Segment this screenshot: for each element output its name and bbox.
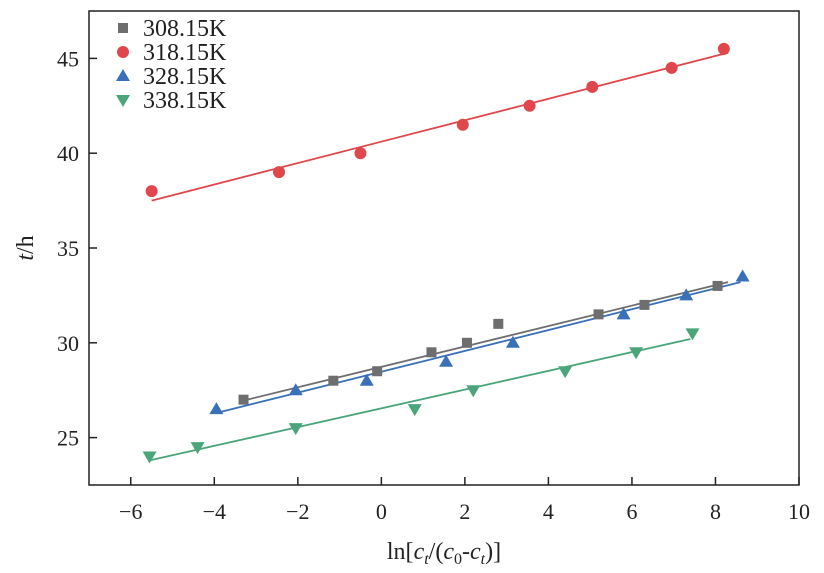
legend-marker xyxy=(116,95,130,107)
x-tick-label: 2 xyxy=(459,499,470,524)
data-point-328-15k xyxy=(359,373,374,386)
data-point-318-15k xyxy=(717,42,730,55)
x-tick-label: −2 xyxy=(286,499,309,524)
data-point-318-15k xyxy=(456,118,469,131)
data-point-328-15k xyxy=(439,354,454,367)
fit-line-338-15k xyxy=(149,338,691,462)
data-point-318-15k xyxy=(586,80,599,93)
data-point-308-15k xyxy=(493,318,504,329)
data-point-318-15k xyxy=(523,99,536,112)
data-point-308-15k xyxy=(238,394,249,405)
data-point-308-15k xyxy=(328,375,339,386)
data-point-338-15k xyxy=(288,423,303,436)
data-point-318-15k xyxy=(665,61,678,74)
x-tick-label: −4 xyxy=(203,499,226,524)
data-point-308-15k xyxy=(372,366,383,377)
legend-marker xyxy=(116,69,130,81)
data-point-338-15k xyxy=(190,442,205,455)
data-point-328-15k xyxy=(505,335,520,348)
legend-label: 338.15K xyxy=(143,88,227,114)
data-point-308-15k xyxy=(639,299,650,310)
fit-line-328-15k xyxy=(216,281,741,414)
data-point-308-15k xyxy=(461,337,472,348)
y-axis: 25 30 35 40 45 xyxy=(57,46,97,451)
data-point-328-15k xyxy=(209,402,224,415)
fit-lines xyxy=(149,51,741,462)
x-tick-label: 8 xyxy=(710,499,721,524)
data-point-328-15k xyxy=(679,288,694,301)
data-point-318-15k xyxy=(273,166,286,179)
x-tick-label: 4 xyxy=(543,499,554,524)
x-axis: −6 −4 −2 0 2 4 6 8 10 xyxy=(119,477,810,524)
data-point-338-15k xyxy=(142,451,157,464)
legend-marker xyxy=(118,23,128,33)
y-tick-label: 40 xyxy=(57,141,79,166)
data-point-308-15k xyxy=(593,309,604,320)
data-point-328-15k xyxy=(616,307,631,320)
fit-line-318-15k xyxy=(151,51,729,202)
data-point-338-15k xyxy=(629,347,644,360)
data-point-338-15k xyxy=(407,404,422,417)
x-tick-label: 6 xyxy=(626,499,637,524)
data-point-308-15k xyxy=(426,347,437,358)
data-point-318-15k xyxy=(145,185,158,198)
y-tick-label: 30 xyxy=(57,331,79,356)
x-tick-label: 10 xyxy=(788,499,810,524)
data-point-338-15k xyxy=(466,385,481,398)
y-tick-label: 45 xyxy=(57,46,79,71)
data-point-308-15k xyxy=(712,280,723,291)
data-point-318-15k xyxy=(354,147,367,160)
x-tick-label: −6 xyxy=(119,499,142,524)
x-axis-title: ln[ct/(c0-ct)] xyxy=(387,539,501,568)
y-tick-label: 35 xyxy=(57,236,79,261)
data-point-338-15k xyxy=(558,366,573,379)
legend-label: 308.15K xyxy=(143,16,227,42)
legend-marker xyxy=(117,46,129,58)
fit-line-308-15k xyxy=(239,281,729,403)
x-tick-label: 0 xyxy=(376,499,387,524)
legend-label: 328.15K xyxy=(143,64,227,90)
y-axis-title: t/h xyxy=(13,235,39,260)
data-point-328-15k xyxy=(288,383,303,396)
data-point-338-15k xyxy=(685,328,700,341)
y-tick-label: 25 xyxy=(57,426,79,451)
legend-label: 318.15K xyxy=(143,40,227,66)
data-markers xyxy=(142,42,750,464)
data-point-328-15k xyxy=(735,269,750,282)
